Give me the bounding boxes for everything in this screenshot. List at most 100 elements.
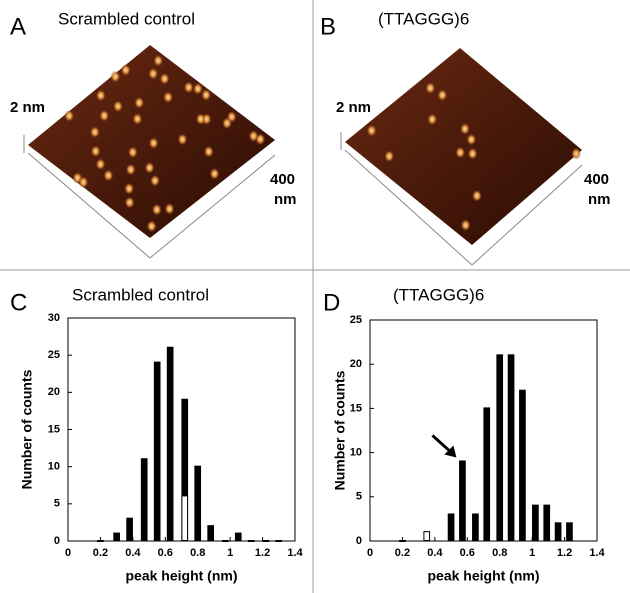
y-axis-label: Number of counts: [332, 370, 348, 490]
bar: [496, 354, 504, 541]
x-tick-label: 0.4: [125, 547, 141, 559]
afm-peak: [148, 137, 159, 150]
axis: [344, 149, 473, 266]
afm-peak: [455, 146, 466, 159]
bar: [262, 540, 270, 542]
bar: [140, 458, 148, 542]
afm-peak: [571, 147, 582, 160]
x-tick-label: 0.6: [460, 547, 475, 559]
afm-peak: [90, 145, 101, 158]
bar: [532, 504, 539, 542]
afm-peak: [151, 203, 162, 216]
bar: [275, 540, 283, 542]
image-title: (TTAGGG)6: [378, 9, 469, 28]
bar: [194, 465, 202, 541]
afm-peak: [177, 133, 188, 146]
bar: [554, 522, 562, 542]
x-tick-label: 1.4: [589, 547, 605, 559]
afm-peak: [366, 124, 377, 137]
afm-peak: [153, 54, 164, 67]
x-tick-label: 1.2: [255, 547, 270, 559]
y-tick-label: 5: [54, 498, 60, 510]
x-tick-label: 0: [367, 547, 373, 559]
afm-peak: [144, 161, 155, 174]
afm-peak: [437, 89, 448, 102]
chart-title: Scrambled control: [72, 285, 209, 304]
y-tick-label: 25: [350, 314, 362, 326]
afm-peak: [192, 82, 203, 95]
x-tick-label: 1: [227, 547, 233, 559]
bar: [113, 532, 120, 541]
afm-peak: [132, 112, 143, 125]
axis: [149, 154, 276, 259]
x-tick-label: 0.2: [395, 547, 410, 559]
afm-peak: [427, 113, 438, 126]
y-axis-label: Number of counts: [19, 369, 35, 489]
afm-peak: [125, 163, 136, 176]
afm-peak: [425, 82, 436, 95]
afm-peak: [103, 169, 114, 182]
y-tick-label: 5: [356, 491, 362, 503]
afm-surface: [345, 48, 582, 245]
x-tick-label: 0.4: [427, 547, 443, 559]
afm-peak: [99, 109, 110, 122]
afm-peak: [467, 147, 478, 160]
y-tick-label: 20: [350, 358, 362, 370]
bar: [483, 407, 491, 541]
y-tick-label: 0: [54, 535, 60, 547]
bar: [97, 540, 104, 542]
afm-peak: [112, 100, 123, 113]
panel-label: D: [323, 289, 340, 316]
xy-scale: 400: [584, 171, 609, 188]
bar: [207, 525, 215, 542]
afm-peak: [95, 89, 106, 102]
xy-scale: 400: [270, 171, 295, 188]
afm-peak: [124, 196, 135, 209]
afm-peak: [110, 70, 121, 83]
y-tick-label: 10: [350, 447, 362, 459]
z-scale: 2 nm: [336, 99, 371, 116]
bar: [566, 522, 573, 542]
y-tick-label: 25: [48, 349, 60, 361]
afm-peak: [148, 67, 159, 80]
afm-peak: [95, 158, 106, 171]
afm-peak: [159, 72, 170, 85]
bar: [247, 540, 255, 542]
afm-peak: [460, 219, 471, 232]
afm-peak: [183, 81, 194, 94]
bar: [221, 540, 229, 542]
afm-peak: [222, 117, 233, 130]
image-title: Scrambled control: [58, 9, 195, 28]
bar: [153, 361, 161, 541]
bar: [472, 513, 479, 541]
axis: [471, 164, 583, 266]
x-tick-label: 0.8: [190, 547, 205, 559]
bar: [181, 495, 189, 541]
y-tick-label: 0: [356, 535, 362, 547]
bar: [399, 540, 406, 542]
afm-peak: [459, 122, 470, 135]
afm-peak: [209, 167, 220, 180]
afm-peak: [195, 113, 206, 126]
afm-peak: [203, 145, 214, 158]
chart-title: (TTAGGG)6: [393, 285, 484, 304]
y-tick-label: 30: [48, 312, 60, 324]
x-tick-label: 0.6: [158, 547, 173, 559]
afm-images: A Scrambled control 2 nm 400 nm B (TTAGGG)6 2 n…: [10, 9, 611, 266]
bar: [166, 346, 174, 541]
afm-peak: [146, 220, 157, 233]
afm-peak: [64, 109, 75, 122]
bar: [447, 513, 455, 541]
xy-unit: nm: [274, 191, 297, 208]
x-tick-label: 0: [65, 547, 71, 559]
z-scale: 2 nm: [10, 99, 45, 116]
afm-peak: [149, 174, 160, 187]
bar: [234, 532, 242, 541]
x-tick-label: 0.8: [492, 547, 507, 559]
y-tick-label: 15: [350, 402, 362, 414]
afm-peak: [163, 91, 174, 104]
bar: [543, 504, 551, 542]
afm-peak: [78, 176, 89, 189]
